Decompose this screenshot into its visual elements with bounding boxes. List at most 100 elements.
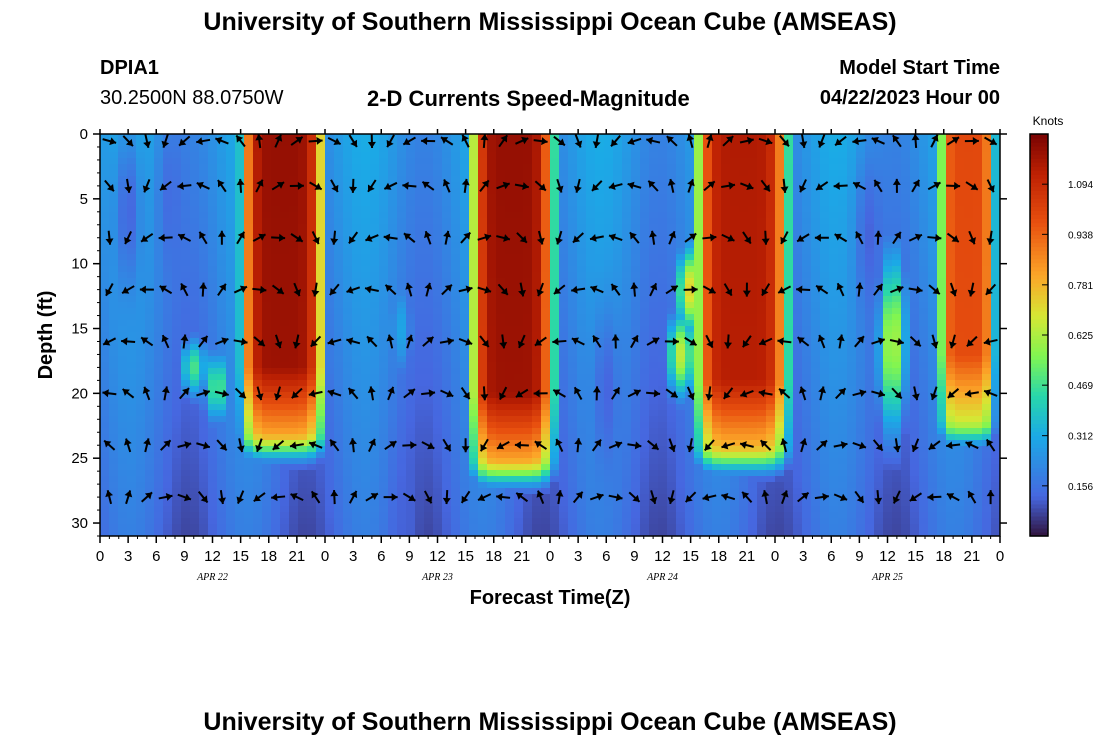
- heatmap-cell: [514, 380, 524, 387]
- heatmap-cell: [343, 266, 353, 273]
- heatmap-cell: [568, 506, 578, 513]
- heatmap-cell: [649, 416, 659, 423]
- heatmap-cell: [433, 386, 443, 393]
- heatmap-cell: [424, 350, 434, 357]
- heatmap-cell: [469, 464, 479, 471]
- heatmap-cell: [523, 500, 533, 507]
- heatmap-cell: [568, 152, 578, 159]
- heatmap-cell: [352, 380, 362, 387]
- heatmap-cell: [208, 194, 218, 201]
- heatmap-cell: [703, 308, 713, 315]
- heatmap-cell: [118, 224, 128, 231]
- heatmap-cell: [748, 482, 758, 489]
- heatmap-cell: [505, 476, 515, 483]
- heatmap-cell: [136, 446, 146, 453]
- heatmap-cell: [199, 506, 209, 513]
- heatmap-cell: [217, 374, 227, 381]
- heatmap-cell: [514, 152, 524, 159]
- heatmap-cell: [586, 314, 596, 321]
- heatmap-cell: [199, 470, 209, 477]
- heatmap-cell: [433, 212, 443, 219]
- heatmap-cell: [523, 422, 533, 429]
- heatmap-cell: [397, 470, 407, 477]
- heatmap-cell: [316, 398, 326, 405]
- heatmap-cell: [388, 278, 398, 285]
- heatmap-cell: [118, 344, 128, 351]
- heatmap-cell: [712, 302, 722, 309]
- heatmap-cell: [271, 452, 281, 459]
- heatmap-cell: [289, 212, 299, 219]
- heatmap-cell: [361, 428, 371, 435]
- heatmap-cell: [190, 296, 200, 303]
- heatmap-cell: [487, 266, 497, 273]
- heatmap-cell: [550, 434, 560, 441]
- heatmap-cell: [757, 446, 767, 453]
- heatmap-cell: [577, 182, 587, 189]
- heatmap-cell: [388, 164, 398, 171]
- heatmap-cell: [199, 194, 209, 201]
- heatmap-cell: [577, 356, 587, 363]
- heatmap-cell: [244, 158, 254, 165]
- heatmap-cell: [505, 308, 515, 315]
- heatmap-cell: [649, 500, 659, 507]
- heatmap-cell: [478, 338, 488, 345]
- heatmap-cell: [136, 134, 146, 141]
- heatmap-cell: [523, 164, 533, 171]
- heatmap-cell: [154, 524, 164, 531]
- heatmap-cell: [640, 224, 650, 231]
- heatmap-cell: [685, 362, 695, 369]
- heatmap-cell: [649, 392, 659, 399]
- heatmap-cell: [217, 476, 227, 483]
- heatmap-cell: [721, 452, 731, 459]
- heatmap-cell: [298, 206, 308, 213]
- heatmap-cell: [316, 500, 326, 507]
- heatmap-cell: [253, 314, 263, 321]
- heatmap-cell: [298, 392, 308, 399]
- heatmap-cell: [703, 242, 713, 249]
- heatmap-cell: [316, 386, 326, 393]
- heatmap-cell: [100, 518, 110, 525]
- heatmap-cell: [469, 296, 479, 303]
- heatmap-cell: [190, 308, 200, 315]
- heatmap-cell: [397, 326, 407, 333]
- heatmap-cell: [181, 446, 191, 453]
- heatmap-cell: [136, 290, 146, 297]
- heatmap-cell: [127, 326, 137, 333]
- heatmap-cell: [406, 176, 416, 183]
- heatmap-cell: [244, 452, 254, 459]
- heatmap-cell: [226, 410, 236, 417]
- heatmap-cell: [181, 500, 191, 507]
- heatmap-cell: [127, 332, 137, 339]
- heatmap-cell: [685, 302, 695, 309]
- heatmap-cell: [163, 500, 173, 507]
- heatmap-cell: [703, 464, 713, 471]
- heatmap-cell: [226, 518, 236, 525]
- heatmap-cell: [235, 422, 245, 429]
- heatmap-cell: [280, 170, 290, 177]
- heatmap-cell: [307, 512, 317, 519]
- heatmap-cell: [190, 464, 200, 471]
- heatmap-cell: [451, 338, 461, 345]
- heatmap-cell: [154, 266, 164, 273]
- heatmap-cell: [451, 296, 461, 303]
- heatmap-cell: [442, 422, 452, 429]
- heatmap-cell: [712, 512, 722, 519]
- heatmap-cell: [694, 374, 704, 381]
- heatmap-cell: [289, 530, 299, 537]
- heatmap-cell: [316, 506, 326, 513]
- heatmap-cell: [325, 176, 335, 183]
- heatmap-cell: [316, 302, 326, 309]
- heatmap-cell: [109, 428, 119, 435]
- heatmap-cell: [658, 368, 668, 375]
- heatmap-cell: [307, 422, 317, 429]
- heatmap-cell: [181, 242, 191, 249]
- heatmap-cell: [658, 290, 668, 297]
- heatmap-cell: [568, 314, 578, 321]
- heatmap-cell: [586, 290, 596, 297]
- heatmap-cell: [505, 470, 515, 477]
- heatmap-cell: [478, 206, 488, 213]
- heatmap-cell: [298, 434, 308, 441]
- heatmap-cell: [559, 236, 569, 243]
- heatmap-cell: [460, 140, 470, 147]
- heatmap-cell: [478, 464, 488, 471]
